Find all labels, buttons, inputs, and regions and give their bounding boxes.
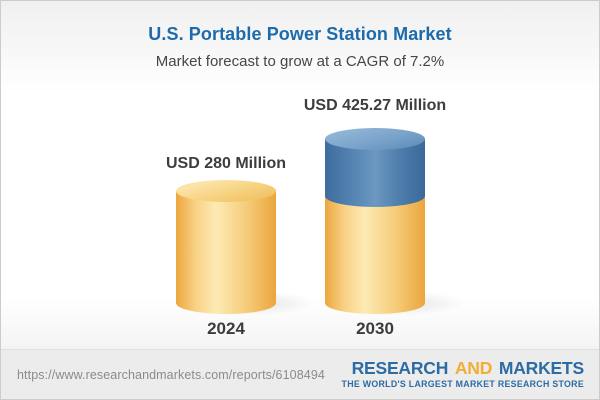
report-url-link[interactable]: https://www.researchandmarkets.com/repor… — [17, 367, 325, 382]
x-axis-label-2030: 2030 — [356, 319, 394, 338]
logo-word-research: RESEARCH — [351, 357, 449, 378]
logo-tagline: THE WORLD'S LARGEST MARKET RESEARCH STOR… — [341, 379, 584, 390]
logo-wordmark: RESEARCH AND MARKETS — [342, 357, 585, 378]
value-label-2030: USD 425.27 Million — [303, 97, 447, 114]
bar-2030 — [325, 128, 425, 314]
logo-word-and: AND — [454, 357, 493, 378]
research-and-markets-logo: RESEARCH AND MARKETS THE WORLD'S LARGEST… — [341, 357, 585, 390]
x-axis-label-2024: 2024 — [207, 319, 245, 338]
footer: https://www.researchandmarkets.com/repor… — [1, 349, 599, 399]
value-label-2024: USD 280 Million — [165, 155, 287, 172]
chart-area: USD 280 Million USD 425.27 Million 2024 … — [1, 93, 599, 349]
bar-2024 — [176, 180, 276, 314]
logo-word-markets: MARKETS — [498, 357, 584, 378]
bar-2030-growth-segment — [325, 139, 425, 207]
bar-2030-base-segment — [325, 196, 425, 314]
bar-2030-top-face — [325, 128, 425, 150]
bar-2024-top-face — [176, 180, 276, 202]
bar-2024-base-segment — [176, 191, 276, 314]
header: U.S. Portable Power Station Market Marke… — [1, 1, 599, 93]
chart-subtitle: Market forecast to grow at a CAGR of 7.2… — [155, 53, 445, 70]
chart-title: U.S. Portable Power Station Market — [148, 24, 452, 44]
